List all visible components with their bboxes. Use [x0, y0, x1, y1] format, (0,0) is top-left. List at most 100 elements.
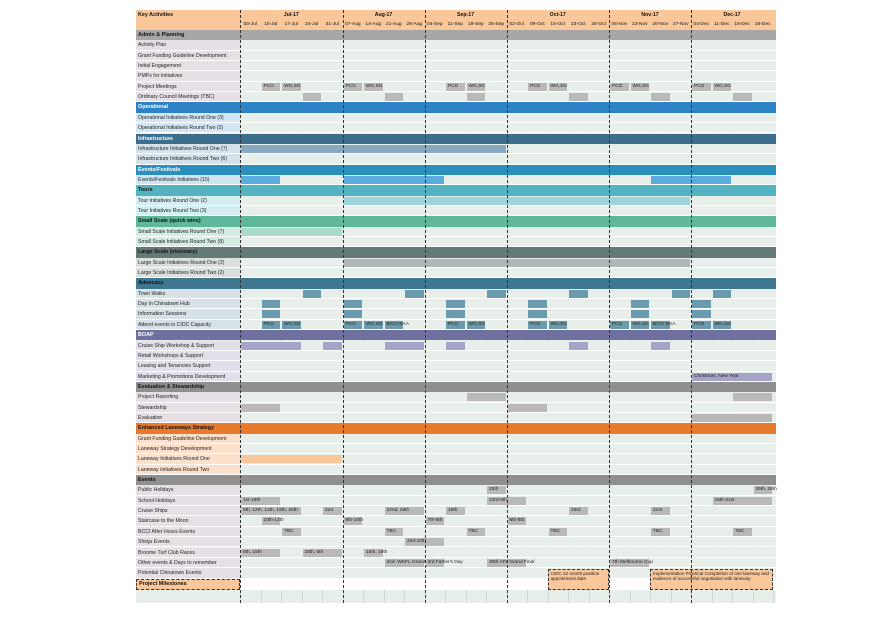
week-07-aug: 07-Aug [344, 22, 361, 27]
task-label: Public Holidays [136, 485, 240, 495]
task-label: Tour Initiatives Round Two (3) [136, 205, 240, 216]
week-18-sep: 18-Sep [467, 22, 484, 27]
task-row-activity-plan: Activity Plan [136, 40, 776, 51]
task-label: Infrastructure Initiatives Round One (7) [136, 143, 240, 154]
task-label: Evaluation [136, 412, 240, 423]
task-label: Large Scale Initiatives Round One (2) [136, 257, 240, 268]
task-row-grant-funding-guideline-development: Grant Funding Guideline Development [136, 433, 776, 444]
timeline-bar: WG,SG [282, 320, 301, 329]
timeline-bar [528, 310, 547, 319]
timeline-bar: PCG [692, 320, 711, 329]
task-label: Staircase to the Moon [136, 516, 240, 526]
project-milestones-label: Project Milestones [136, 578, 240, 590]
label-separator [240, 10, 241, 603]
timeline-bar: WG,SG [630, 320, 650, 329]
task-row-events-festivals-initiatives-15: Events/Festivals Initiatives (15) [136, 174, 776, 186]
timeline-bar: 9th, 12th, 13th, 19th, 20th [241, 507, 301, 516]
section-operational: Operational [136, 102, 776, 113]
month-sep-17: Sep-17 [456, 12, 474, 18]
task-row-operational-initiatives-round-two-2: Operational Initiatives Round Two (2) [136, 123, 776, 134]
task-label: Grant Funding Guideline Development [136, 433, 240, 443]
task-label: Activity Plan [136, 40, 240, 50]
task-row-infrastructure-initiatives-round-two-6: Infrastructure Initiatives Round Two (6) [136, 154, 776, 165]
task-label: Small Scale Initiatives Round One (7) [136, 226, 240, 236]
timeline-bar [343, 196, 690, 205]
timeline-bar: 8th-10th [343, 517, 364, 526]
timeline-bar [466, 393, 506, 402]
month-separator [342, 10, 344, 603]
task-label: Retail Workshops & Support [136, 350, 240, 361]
task-label: Information Sessions [136, 309, 240, 319]
section-enhanced-laneways-strategy: Enhanced Laneways Strategy [136, 423, 776, 434]
timeline-bar [569, 341, 588, 350]
timeline-bar: 25th [487, 486, 506, 495]
timeline-bar: 22nd, 29th [384, 507, 424, 516]
timeline-bar [343, 310, 362, 319]
month-separator [609, 10, 610, 603]
section-title: Operational [138, 104, 168, 111]
task-row-day-in-chinatown-hub: Day in Chinatown Hub [136, 299, 776, 310]
month-dec-17: Dec-17 [723, 12, 741, 18]
timeline-bar [733, 393, 772, 402]
week-13-nov: 13-Nov [631, 22, 648, 27]
task-row-ordinary-council-meetings-tbc: Ordinary Council Meetings (TBC) [136, 92, 776, 103]
task-label: Tour Initiatives Round One (2) [136, 195, 240, 205]
task-label: Infrastructure Initiatives Round Two (6) [136, 154, 240, 164]
task-row-grant-funding-guideline-development: Grant Funding Guideline Development [136, 50, 776, 62]
timeline-bar [528, 300, 547, 309]
timeline-bar [241, 403, 280, 412]
task-label: Small Scale Initiatives Round Two (8) [136, 237, 240, 247]
timeline-bar [569, 289, 588, 298]
task-row-stewardship: Stewardship [136, 402, 776, 413]
task-row-bcci-after-hours-events: BCCI After Hours Events TBC TBC TBC TBC TBC TB… [136, 526, 776, 538]
key-activities-title: Key Activities [138, 12, 174, 18]
month-separator [691, 10, 692, 603]
timeline-bar: BCCI BAA [651, 320, 676, 329]
task-row-retail-workshops-support: Retail Workshops & Support [136, 350, 776, 362]
week-21-aug: 21-Aug [385, 22, 402, 27]
task-label: Leasing and Tenancies Support [136, 361, 240, 371]
task-label: Cruise Ships [136, 506, 240, 516]
timeline-bar: WG,SG [630, 82, 650, 91]
task-row-large-scale-initiatives-round-two-2: Large Scale Initiatives Round Two (2) [136, 268, 776, 279]
timeline-bar: 28th, 5th [302, 548, 342, 557]
timeline-bar: WG,SG [282, 82, 301, 91]
task-row-cruise-ship-workshop-support: Cruise Ship Workshop & Support [136, 340, 776, 351]
timeline-bar [569, 93, 588, 102]
week-24-jul: 24-Jul [305, 22, 319, 27]
task-label: Other events & Days to remember [136, 557, 240, 568]
timeline-bar [692, 300, 711, 309]
timeline-bar: WG,SG [466, 82, 486, 91]
timeline-bar: PCG [446, 82, 465, 91]
timeline-bar [343, 175, 444, 184]
timeline-bar [651, 341, 670, 350]
timeline-bar: 15th [446, 507, 465, 516]
timeline-bar: 3rd Father's Day [425, 558, 463, 567]
week-17-jul: 17-Jul [284, 22, 298, 27]
task-row-project-reporting: Project Reporting [136, 392, 776, 403]
timeline-bar: 15th, 19th [364, 548, 388, 557]
task-label: Operational Initiatives Round One (3) [136, 112, 240, 123]
week-27-nov: 27-Nov [672, 22, 689, 27]
week-18-dec: 18-Dec [734, 22, 751, 27]
week-25-sep: 25-Sep [488, 22, 505, 27]
timeline-bar [241, 341, 301, 350]
timeline-bar: TBC [733, 527, 752, 536]
section-title: BOAP [138, 332, 154, 339]
task-row-laneway-strategy-development: Laneway Strategy Development [136, 444, 776, 455]
week-04-dec: 04-Dec [693, 22, 710, 27]
week-11-sep: 11-Sep [447, 22, 463, 27]
timeline-bar [241, 227, 342, 236]
task-label: Events/Festivals Initiatives (15) [136, 174, 240, 185]
timeline-bar: 2nd [323, 507, 342, 516]
timeline-bar [651, 93, 670, 102]
timeline-bar [241, 144, 506, 153]
timeline-bar: 6th-8th [507, 517, 526, 526]
section-small-scale-quick-wins: Small Scale (quick wins) [136, 216, 776, 227]
month-separator [424, 10, 426, 603]
task-label: Initial Engagement [136, 61, 240, 71]
timeline-bar: WG,SG [548, 320, 568, 329]
week-23-oct: 23-Oct [570, 22, 586, 27]
month-separator [506, 10, 508, 603]
timeline-bar [241, 175, 280, 184]
